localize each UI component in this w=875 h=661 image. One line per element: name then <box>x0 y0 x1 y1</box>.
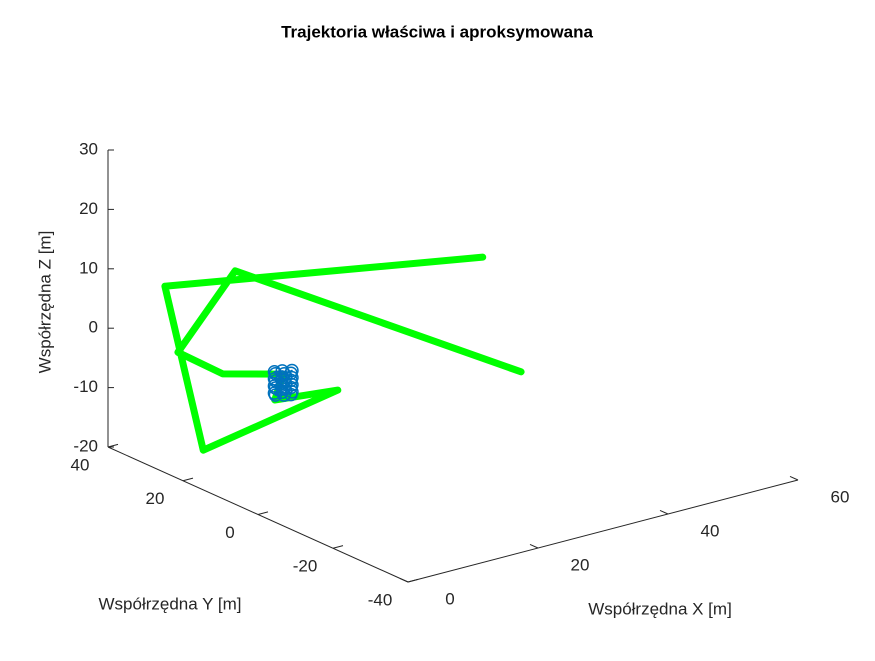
trajectory-line <box>161 253 525 454</box>
trajectory-point <box>277 388 291 402</box>
trajectory-point <box>277 381 291 395</box>
y-tick-label: 0 <box>225 523 234 542</box>
trajectory-point <box>275 364 289 378</box>
x-axis <box>407 479 799 583</box>
y-tick-label: 20 <box>146 489 165 508</box>
x-tick <box>529 543 539 549</box>
trajectory-point <box>268 374 283 388</box>
z-tick-label: 20 <box>79 199 98 218</box>
x-tick <box>789 475 799 481</box>
x-tick-label: 20 <box>571 555 590 574</box>
z-tick-label: 10 <box>79 258 98 277</box>
trajectory-point <box>268 366 283 381</box>
z-tick-label: -20 <box>73 436 98 455</box>
x-tick <box>659 509 669 515</box>
y-tick <box>332 545 344 549</box>
y-tick-label: 40 <box>71 455 90 474</box>
y-tick <box>257 511 269 515</box>
trajectory-point <box>277 366 291 381</box>
z-axis-label: Współrzędna Z [m] <box>35 231 54 374</box>
x-tick-label: 40 <box>701 521 720 540</box>
y-tick-label: -40 <box>368 590 393 609</box>
x-tick-label: 60 <box>831 487 850 506</box>
x-axis-label: Współrzędna X [m] <box>588 599 732 618</box>
y-tick <box>107 443 119 448</box>
z-tick-label: 30 <box>79 139 98 158</box>
y-tick <box>407 578 419 583</box>
trajectory-point <box>277 374 291 388</box>
trajectory-point <box>268 381 283 395</box>
y-axis-label: Współrzędna Y [m] <box>99 594 242 613</box>
z-tick-label: -10 <box>73 377 98 396</box>
y-tick-label: -20 <box>293 557 318 576</box>
trajectory-point <box>285 363 299 378</box>
chart-title: Trajektoria właściwa i aproksymowana <box>281 22 593 41</box>
x-tick <box>399 577 409 583</box>
z-tick-label: 0 <box>89 318 98 337</box>
y-tick <box>182 477 194 482</box>
x-tick-label: 0 <box>445 589 454 608</box>
trajectory-point <box>268 388 283 402</box>
